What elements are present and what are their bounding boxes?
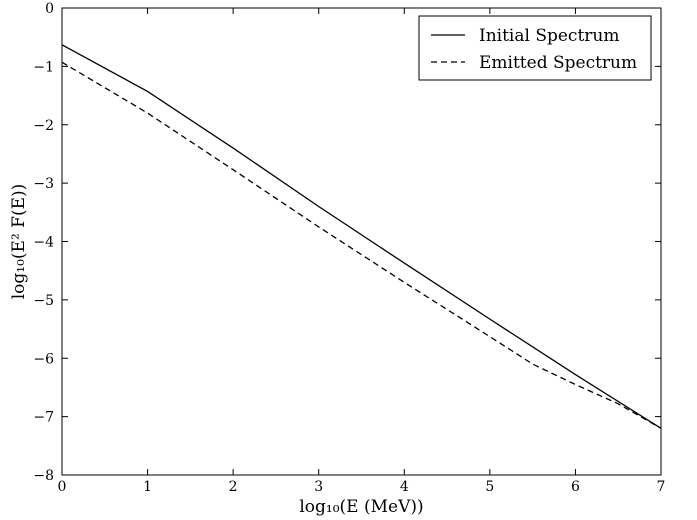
legend-box	[418, 15, 652, 81]
x-axis-label: log₁₀(E (MeV))	[299, 497, 423, 517]
x-tick-label: 6	[571, 479, 580, 495]
legend: Initial Spectrum Emitted Spectrum	[418, 15, 652, 81]
y-tick-label: −4	[33, 235, 54, 251]
legend-label: Emitted Spectrum	[479, 53, 637, 73]
x-tick-label: 0	[58, 479, 67, 495]
y-tick-label: −1	[33, 59, 54, 75]
y-tick-label: −6	[33, 351, 54, 367]
y-tick-label: −5	[33, 293, 54, 309]
x-tick-label: 3	[314, 479, 323, 495]
x-axis: 0 1 2 3 4 5 6 7	[58, 8, 666, 495]
y-axis-label: log₁₀(E² F(E))	[9, 184, 29, 300]
x-tick-label: 2	[229, 479, 238, 495]
series-layer	[61, 44, 662, 429]
x-tick-label: 1	[143, 479, 152, 495]
x-tick-label: 5	[485, 479, 494, 495]
legend-label: Initial Spectrum	[479, 26, 619, 46]
series-line-emitted	[61, 61, 662, 429]
y-tick-label: −2	[33, 118, 54, 134]
x-tick-label: 4	[400, 479, 409, 495]
y-tick-label: −7	[33, 410, 54, 426]
x-tick-label: 7	[657, 479, 666, 495]
y-tick-label: −3	[33, 176, 54, 192]
series-line-initial	[61, 44, 662, 429]
y-tick-label: −8	[33, 468, 54, 484]
y-tick-label: 0	[45, 1, 54, 17]
y-axis: 0 −1 −2 −3 −4 −5 −6 −7 −8	[33, 1, 661, 484]
